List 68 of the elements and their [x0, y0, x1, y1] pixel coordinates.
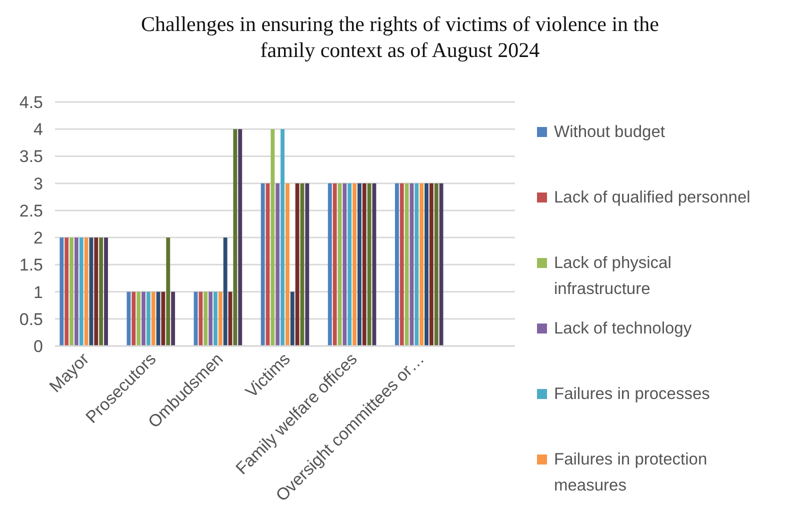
bar	[60, 238, 64, 346]
bar	[332, 183, 337, 346]
legend-label: Without budget	[554, 123, 666, 141]
bar	[126, 292, 131, 346]
bar	[367, 183, 372, 346]
y-tick-label: 2	[34, 228, 43, 248]
bar	[352, 183, 356, 346]
bar	[198, 292, 203, 346]
bar	[280, 129, 285, 346]
y-tick-label: 1	[34, 282, 43, 302]
bar	[276, 183, 280, 346]
y-tick-label: 2.5	[19, 201, 43, 220]
legend-label: Lack of qualified personnel	[554, 188, 750, 206]
bar	[136, 292, 141, 346]
y-tick-label: 3	[34, 174, 43, 194]
bar	[348, 183, 352, 346]
bar	[223, 238, 228, 346]
bar	[414, 183, 419, 346]
y-tick-label: 1.5	[19, 256, 43, 275]
bar	[429, 183, 434, 346]
legend-label: Failures in protection measures	[554, 450, 708, 494]
bar	[439, 183, 444, 346]
bar	[342, 183, 347, 346]
bar	[400, 183, 404, 346]
chart-title: Challenges in ensuring the rights of victims of violence in the family context as of August 2024	[141, 12, 659, 62]
bar	[328, 183, 332, 346]
bar	[270, 129, 275, 346]
legend-label: Lack of physical infrastructure	[554, 254, 672, 298]
bar	[142, 292, 146, 346]
bar	[132, 292, 136, 346]
bar	[404, 183, 409, 346]
bar	[424, 183, 428, 346]
bar	[99, 238, 104, 346]
bar	[214, 292, 218, 346]
bar	[362, 183, 366, 346]
y-tick-label: 0.5	[19, 310, 43, 329]
y-tick-label: 4	[34, 120, 43, 140]
bar	[94, 238, 98, 346]
bar	[305, 183, 310, 346]
bar	[295, 183, 300, 346]
bar	[420, 183, 424, 346]
bar	[434, 183, 438, 346]
bar	[218, 292, 222, 346]
legend-label: Failures in processes	[554, 385, 710, 403]
bar	[74, 238, 78, 346]
bar	[151, 292, 156, 346]
bar	[260, 183, 265, 346]
bar	[204, 292, 208, 346]
legend-label: Lack of technology	[554, 320, 692, 338]
bar	[146, 292, 150, 346]
bar	[64, 238, 69, 346]
bar	[357, 183, 362, 346]
y-tick-label: 4.5	[19, 93, 43, 112]
bar	[290, 292, 294, 346]
bar	[285, 183, 290, 346]
bar	[166, 238, 170, 346]
bar	[238, 129, 242, 346]
y-tick-label: 3.5	[19, 147, 43, 166]
bar	[161, 292, 166, 346]
bar	[394, 183, 399, 346]
bar	[84, 238, 88, 346]
bar	[233, 129, 238, 346]
bar	[208, 292, 213, 346]
bar	[104, 238, 108, 346]
bar	[171, 292, 176, 346]
bar	[79, 238, 84, 346]
y-tick-label: 0	[34, 337, 43, 356]
bar	[70, 238, 74, 346]
